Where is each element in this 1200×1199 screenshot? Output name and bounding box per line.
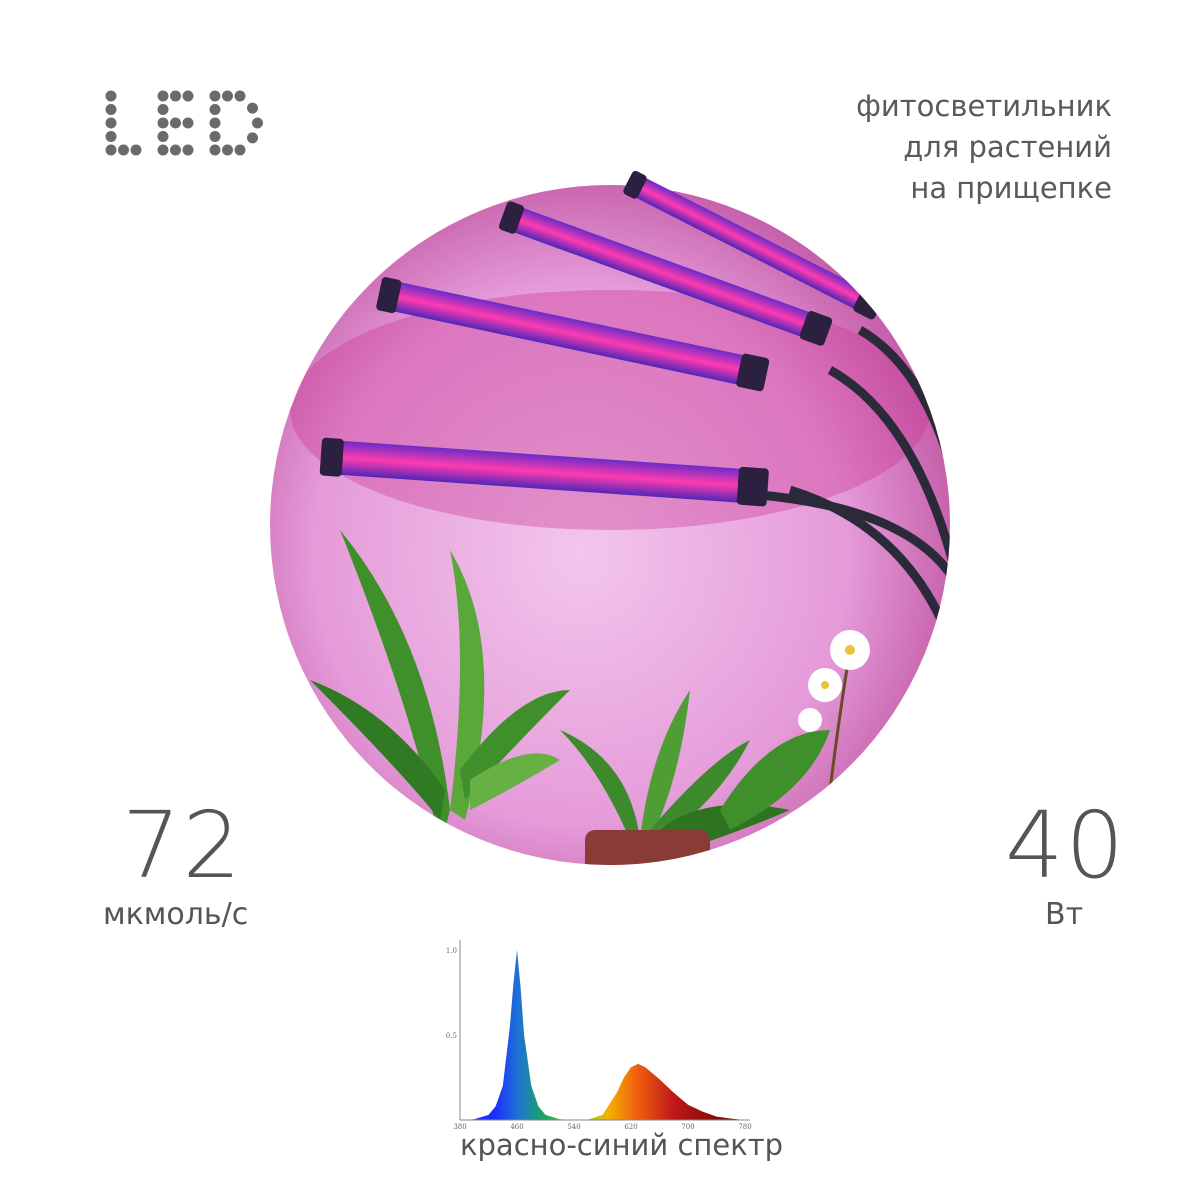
led-logo-dots xyxy=(105,90,263,156)
logo-dot xyxy=(182,90,194,102)
y-tick-label: 1.0 xyxy=(446,947,457,955)
x-tick-label: 460 xyxy=(510,1123,523,1130)
product-photo xyxy=(270,170,950,865)
led-logo xyxy=(105,90,263,156)
logo-dot xyxy=(105,104,117,115)
logo-dot xyxy=(209,90,221,102)
logo-dot xyxy=(247,102,258,114)
x-tick-label: 700 xyxy=(681,1123,694,1130)
flux-unit: мкмоль/с xyxy=(103,897,249,932)
logo-dot xyxy=(209,117,221,129)
logo-dot xyxy=(105,131,117,142)
plant-pot xyxy=(585,830,710,865)
logo-dot xyxy=(105,90,117,102)
chart-caption: красно-синий спектр xyxy=(460,1128,784,1162)
power-unit: Вт xyxy=(1045,897,1084,932)
logo-dot xyxy=(209,144,221,156)
product-description: фитосветильник для растений на прищепке xyxy=(856,86,1112,209)
plant-left xyxy=(310,530,570,860)
logo-dot xyxy=(182,117,194,129)
logo-dot xyxy=(234,90,246,102)
logo-dot xyxy=(118,144,129,156)
logo-dot xyxy=(105,144,117,156)
logo-dot xyxy=(222,144,233,156)
y-tick-label: 0.5 xyxy=(446,1032,457,1040)
logo-dot xyxy=(105,117,117,129)
logo-dot xyxy=(157,104,169,115)
logo-dot xyxy=(157,131,169,142)
logo-dot xyxy=(209,131,221,142)
logo-dot xyxy=(252,117,263,129)
logo-dot xyxy=(170,144,181,156)
logo-dot xyxy=(157,117,169,129)
logo-dot xyxy=(170,117,181,129)
x-tick-label: 620 xyxy=(624,1123,637,1130)
description-line: для растений xyxy=(903,130,1112,164)
logo-dot xyxy=(157,90,169,102)
logo-dot xyxy=(170,90,181,102)
x-tick-label: 780 xyxy=(738,1123,751,1130)
logo-dot xyxy=(247,132,258,144)
logo-dot xyxy=(182,144,194,156)
x-tick-label: 540 xyxy=(567,1123,580,1130)
logo-dot xyxy=(157,144,169,156)
logo-dot xyxy=(222,90,233,102)
orchid xyxy=(798,630,870,791)
x-tick-label: 380 xyxy=(453,1123,466,1130)
flux-value: 72 xyxy=(122,792,244,899)
spectrum-area xyxy=(460,950,745,1120)
logo-dot xyxy=(130,144,142,156)
logo-dot xyxy=(209,104,221,115)
power-value: 40 xyxy=(1005,792,1127,899)
spectrum-chart: 380 460 540 620 700 780 0.5 1.0 xyxy=(446,940,752,1130)
description-line: фитосветильник xyxy=(856,89,1112,123)
description-line: на прищепке xyxy=(910,171,1112,205)
logo-dot xyxy=(234,144,246,156)
